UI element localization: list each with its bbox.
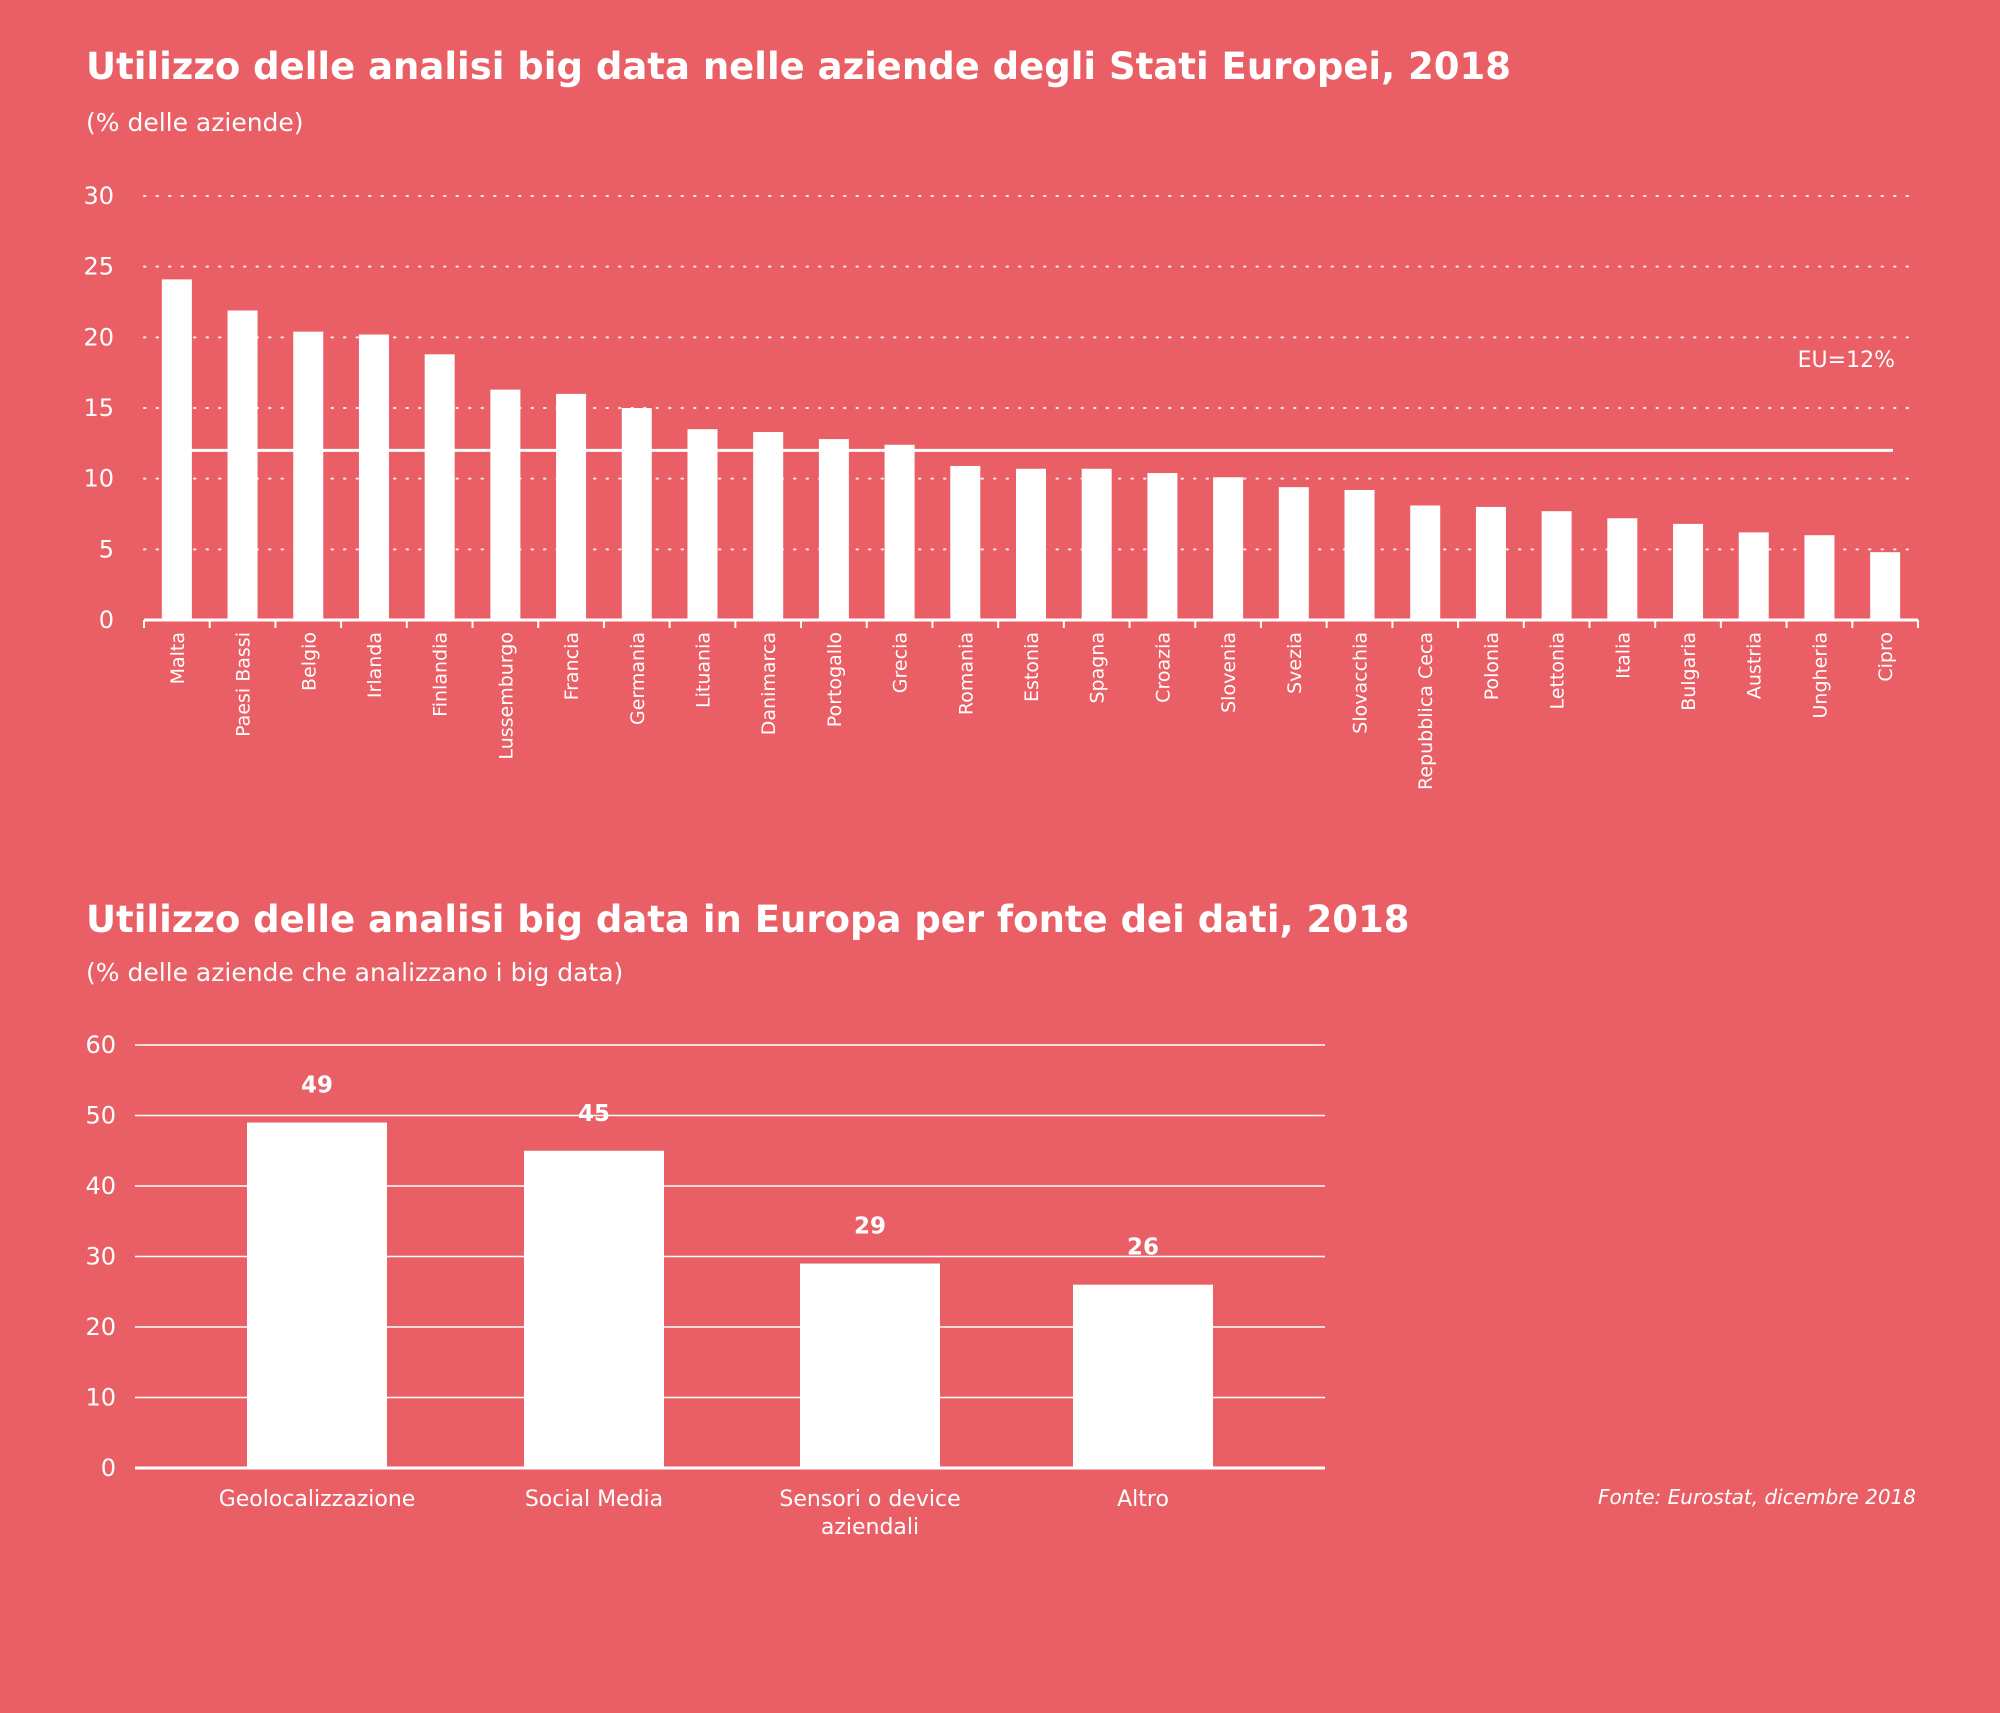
y-tick-label: 30 [85,1243,116,1271]
bar-paesi-bassi [227,310,258,620]
x-tick-label: Altro [1117,1487,1169,1512]
x-tick-label: Lussemburgo [495,632,517,760]
y-tick-label: 20 [85,1313,116,1341]
x-tick-label: Geolocalizzazione [219,1487,416,1512]
y-tick-label: 10 [85,1384,116,1412]
data-label: 49 [301,1073,333,1099]
bar-danimarca [753,432,784,620]
bar-spagna [1081,468,1112,620]
bar-finlandia [424,354,455,620]
x-tick-label: Danimarca [758,632,780,735]
data-label: 45 [578,1101,610,1127]
bar-social-media [524,1150,664,1468]
bar-polonia [1475,506,1506,620]
x-tick-label: Malta [167,632,189,684]
bar-geolocalizzazione [247,1122,387,1468]
source-note: Fonte: Eurostat, dicembre 2018 [1597,1485,1916,1509]
bar-belgio [293,331,324,620]
x-tick-label: Slovenia [1218,632,1240,713]
bar-grecia [884,444,915,620]
bar-svezia [1278,487,1309,620]
eu-average-label: EU=12% [1798,348,1895,373]
x-tick-label: Spagna [1087,632,1109,704]
bar-francia [556,393,587,620]
bar-germania [621,408,652,620]
bar-irlanda [358,334,389,620]
y-tick-label: 25 [83,253,114,281]
bar-cipro [1870,552,1901,620]
y-tick-label: 50 [85,1102,116,1130]
chart2-title: Utilizzo delle analisi big data in Europ… [86,898,1410,941]
x-tick-label: Ungheria [1809,632,1831,718]
bar-lussemburgo [490,389,521,620]
y-tick-label: 15 [83,394,114,422]
bar-malta [161,279,192,620]
y-tick-label: 0 [101,1454,116,1482]
data-label: 29 [854,1214,886,1240]
bar-lettonia [1541,511,1572,620]
y-tick-label: 30 [83,182,114,210]
x-tick-label: Francia [561,632,583,700]
x-tick-label: Repubblica Ceca [1415,632,1437,790]
y-tick-label: 20 [83,323,114,351]
bar-sensori-o-device-aziendali [800,1263,940,1468]
bar-portogallo [818,439,849,620]
x-tick-label: Belgio [298,632,320,691]
bar-estonia [1016,468,1046,620]
bar-slovenia [1213,477,1244,620]
x-tick-label: Germania [627,632,649,725]
x-tick-label: Italia [1612,632,1634,679]
chart1-subtitle: (% delle aziende) [86,108,304,137]
bar-ungheria [1804,535,1835,620]
x-tick-label: Social Media [525,1487,663,1512]
x-tick-label: Irlanda [364,632,386,698]
x-tick-label: Cipro [1875,632,1897,682]
y-tick-label: 60 [85,1031,116,1059]
data-label: 26 [1127,1235,1159,1261]
bar-croazia [1147,473,1178,620]
x-tick-label: Austria [1744,632,1766,699]
bar-lituania [687,429,718,620]
bar-bulgaria [1673,523,1704,620]
y-tick-label: 0 [99,606,114,634]
chart2-subtitle: (% delle aziende che analizzano i big da… [86,958,624,987]
bar-romania [950,465,981,620]
x-tick-label: Slovacchia [1350,632,1372,734]
x-tick-label: Polonia [1481,632,1503,700]
x-tick-label: Sensori o device aziendali [779,1487,960,1540]
bar-italia [1607,518,1638,620]
x-tick-label: Svezia [1284,632,1306,694]
x-tick-label: Paesi Bassi [233,632,255,737]
x-tick-label: Estonia [1021,632,1043,702]
x-tick-label: Bulgaria [1678,632,1700,711]
x-tick-label: Croazia [1152,632,1174,703]
y-tick-label: 40 [85,1172,116,1200]
x-tick-label: Grecia [890,632,912,693]
y-tick-label: 5 [99,535,114,563]
bar-altro [1073,1284,1213,1468]
bar-repubblica-ceca [1410,505,1441,620]
country-bar-chart: 0 5 10 15 20 25 30 Malta Paesi Bassi Belgio Irland… [83,182,1919,790]
x-tick-label: Finlandia [430,632,452,717]
x-tick-label: Romania [955,632,977,715]
x-tick-label: Lituania [692,632,714,708]
x-tick-label: Portogallo [824,632,846,727]
chart1-title: Utilizzo delle analisi big data nelle az… [86,45,1512,88]
x-tick-label: Lettonia [1547,632,1569,709]
bar-austria [1738,532,1769,620]
y-tick-label: 10 [83,465,114,493]
bar-slovacchia [1344,489,1375,620]
